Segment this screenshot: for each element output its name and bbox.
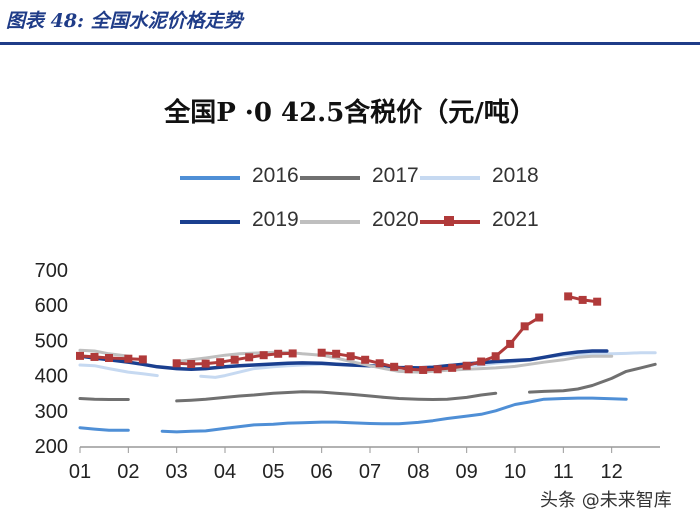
x-tick-label: 09 [456,461,478,483]
data-point-2021 [76,351,84,360]
data-point-2021 [433,365,442,374]
figure-header: 图表 48: 全国水泥价格走势 [0,0,700,46]
series-line-2017 [175,390,498,403]
chart-legend: 2016 2017 2018 2019 2020 2021 [180,164,600,244]
data-point-2021 [317,348,326,357]
series-line-2016 [78,426,130,432]
data-point-2021 [535,313,544,322]
series-line-2020 [78,348,130,358]
data-point-2021 [288,349,297,358]
x-tick-label: 01 [69,461,91,483]
legend-label-2016: 2016 [252,164,299,187]
y-tick-label: 200 [35,436,68,458]
x-tick-label: 12 [601,461,623,483]
data-point-2021 [593,297,602,306]
data-point-2021 [90,352,99,361]
y-tick-label: 400 [35,366,68,388]
data-point-2021 [201,359,210,368]
figure-caption: 图表 48: 全国水泥价格走势 [6,10,243,32]
y-tick-label: 700 [35,260,68,282]
data-point-2021 [138,355,147,364]
y-tick-label: 500 [35,330,68,352]
watermark: 头条 @未来智库 [540,490,672,511]
data-point-2021 [462,361,471,370]
data-point-2021 [274,349,283,358]
series-line-2016 [160,396,628,434]
legend-swatch-2020 [300,220,360,224]
legend-label-2017: 2017 [372,164,419,187]
data-point-2021 [332,349,341,358]
x-tick-label: 08 [407,461,429,483]
legend-label-2018: 2018 [492,164,539,187]
data-point-2021 [187,359,196,368]
x-tick-label: 07 [359,461,381,483]
legend-swatch-2019 [180,220,240,224]
legend-marker-2021 [444,216,454,226]
y-tick-label: 600 [35,295,68,317]
data-point-2021 [346,352,355,361]
x-tick-label: 04 [214,461,236,483]
data-point-2021 [520,322,529,331]
data-point-2021 [578,295,587,304]
data-point-2021 [172,359,181,368]
x-tick-label: 10 [504,461,526,483]
data-point-2021 [361,355,370,364]
data-point-2021 [419,365,428,374]
data-point-2021 [375,359,384,368]
series-line-2019 [78,349,609,372]
data-point-2021 [259,351,268,360]
x-tick-label: 02 [117,461,139,483]
header-rule [0,42,700,45]
legend-label-2020: 2020 [372,208,419,231]
data-point-2021 [491,352,500,361]
chart-title: 全国P ·0 42.5含税价（元/吨） [164,98,536,128]
legend-swatch-2018 [420,176,480,180]
x-tick-label: 11 [553,461,574,483]
legend-swatch-2016 [180,176,240,180]
x-tick-label: 05 [262,461,284,483]
data-point-2021 [245,353,254,362]
x-tick-label: 06 [311,461,333,483]
data-point-2021 [506,339,515,348]
data-point-2021 [448,363,457,372]
legend-swatch-2017 [300,176,360,180]
data-point-2021 [105,354,113,362]
y-tick-label: 300 [35,401,68,423]
series-line-2017 [528,362,657,394]
data-point-2021 [230,355,239,364]
data-point-2021 [124,354,133,363]
x-tick-label: 03 [166,461,188,483]
series-line-2018 [78,363,159,378]
data-point-2021 [477,357,486,366]
data-point-2021 [216,358,225,367]
series-line-2021 [320,316,541,372]
data-point-2021 [564,292,573,301]
series-line-2017 [78,397,130,401]
data-point-2021 [404,365,413,374]
data-point-2021 [390,362,399,371]
legend-label-2019: 2019 [252,208,299,231]
legend-label-2021: 2021 [492,208,539,231]
